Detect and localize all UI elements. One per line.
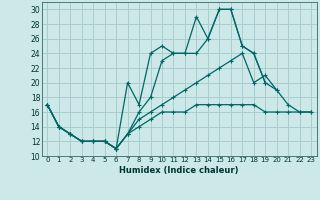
X-axis label: Humidex (Indice chaleur): Humidex (Indice chaleur) [119, 166, 239, 175]
